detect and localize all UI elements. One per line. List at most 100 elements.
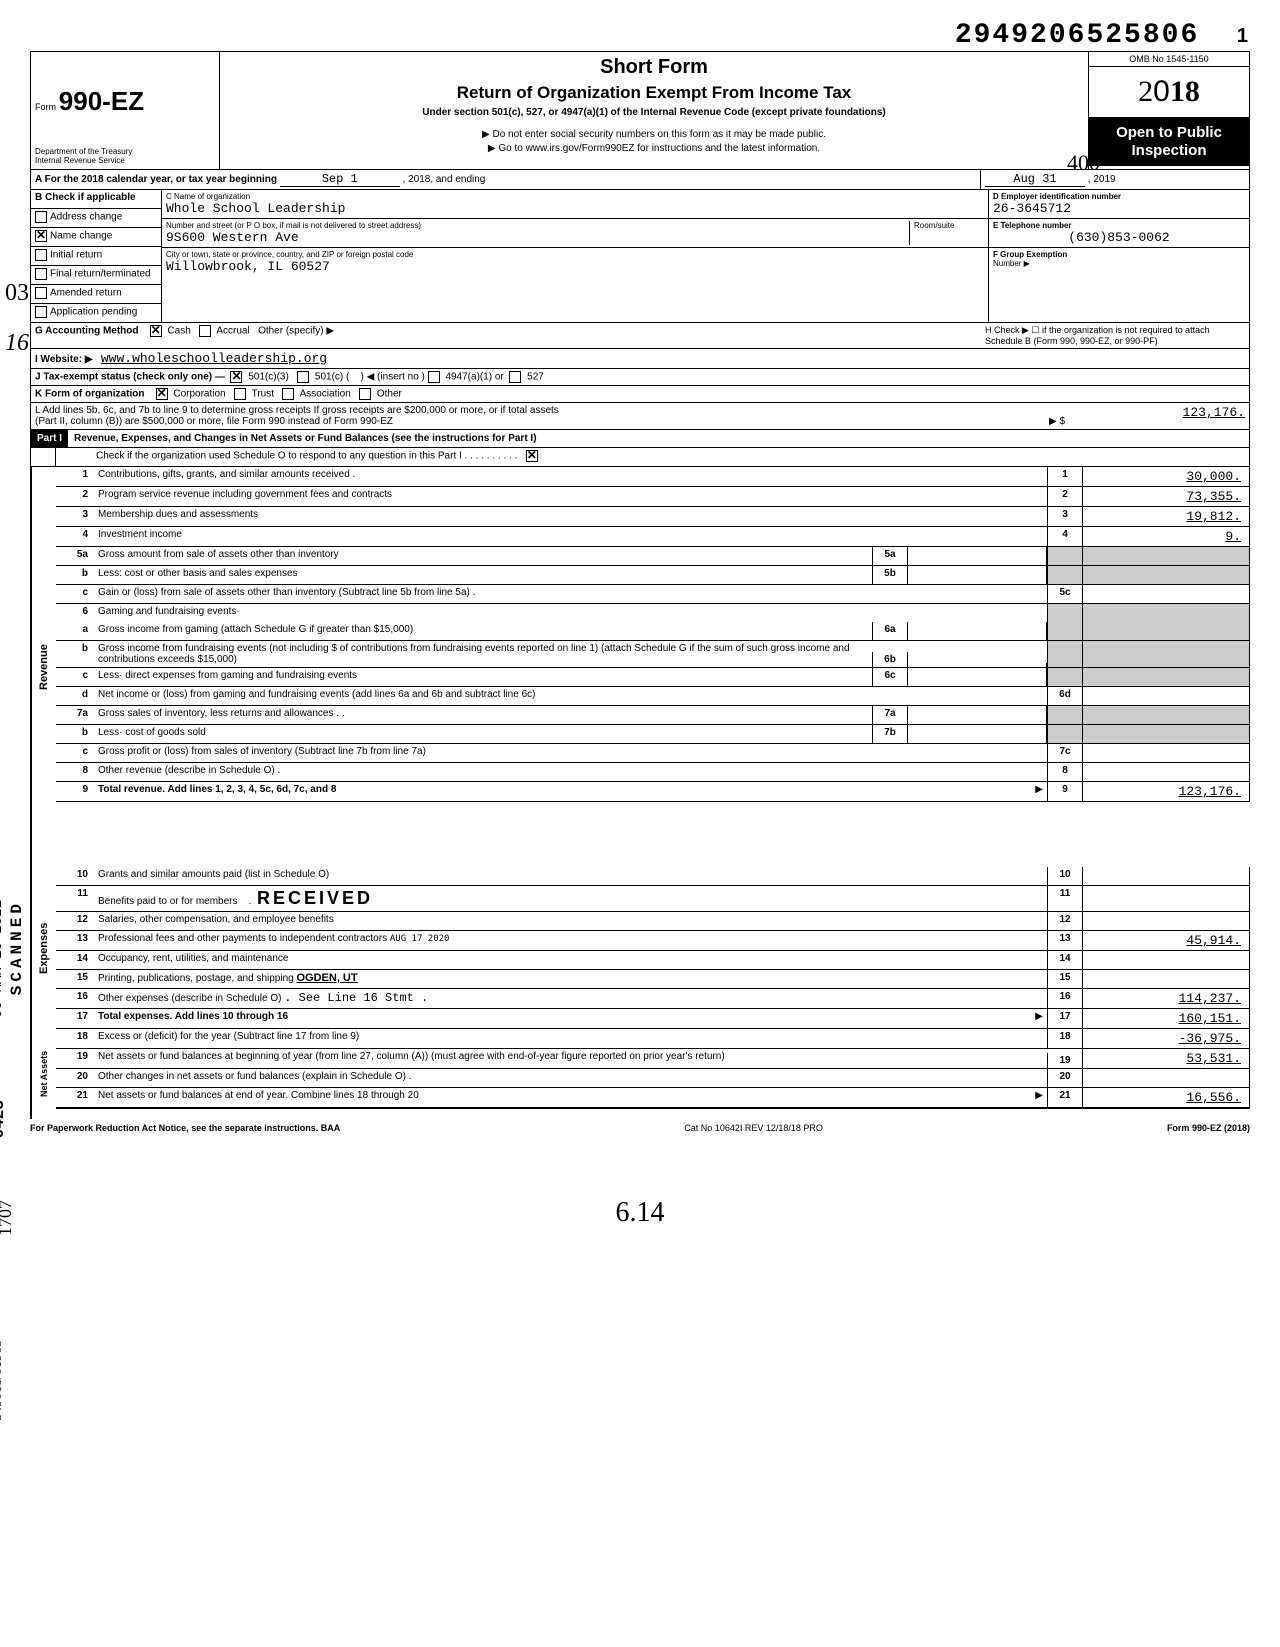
line-7b-desc: Less· cost of goods sold bbox=[94, 725, 872, 743]
row-g: G Accounting Method Cash Accrual Other (… bbox=[30, 323, 1250, 349]
line-3-val: 19,812. bbox=[1082, 507, 1249, 526]
line-8-desc: Other revenue (describe in Schedule O) . bbox=[94, 763, 1047, 781]
margin-03: 03 bbox=[5, 280, 29, 307]
received-stamp: RECEIVED bbox=[257, 888, 373, 908]
line-3-desc: Membership dues and assessments bbox=[98, 509, 258, 520]
line-8: 8Other revenue (describe in Schedule O) … bbox=[56, 763, 1250, 782]
checkbox-corp[interactable] bbox=[156, 388, 168, 400]
website: www.wholeschoolleadership.org bbox=[101, 351, 327, 366]
line-16-desc: Other expenses (describe in Schedule O) bbox=[98, 993, 281, 1004]
org-city: Willowbrook, IL 60527 bbox=[166, 259, 984, 274]
checkbox-cash[interactable] bbox=[150, 325, 162, 337]
line-6: 6Gaming and fundraising events· bbox=[56, 604, 1250, 622]
checkbox-address-change[interactable] bbox=[35, 211, 47, 223]
checkbox-name-change[interactable] bbox=[35, 230, 47, 242]
side-expenses: Expenses bbox=[31, 867, 56, 1029]
line-11-desc: Benefits paid to or for members bbox=[98, 896, 238, 907]
row-j: J Tax-exempt status (check only one) — 5… bbox=[30, 368, 1250, 385]
line-3: 3Membership dues and assessments 319,812… bbox=[56, 507, 1250, 527]
line-9-val: 123,176. bbox=[1082, 782, 1249, 801]
line-18-num: 18 bbox=[1047, 1029, 1082, 1048]
part1-label: Part I bbox=[31, 430, 68, 447]
checkbox-application-pending[interactable] bbox=[35, 306, 47, 318]
side-netassets: Net Assets bbox=[31, 1029, 56, 1119]
subtitle: Under section 501(c), 527, or 4947(a)(1)… bbox=[230, 107, 1078, 118]
line-17-val: 160,151. bbox=[1082, 1009, 1249, 1028]
checkbox-501c[interactable] bbox=[297, 371, 309, 383]
line-5b-desc: Less: cost or other basis and sales expe… bbox=[94, 566, 872, 584]
margin-bottom-code: 549018/01965 bbox=[0, 1340, 6, 1421]
handwritten-400: 400 bbox=[1067, 150, 1100, 176]
line-6b-desc: Gross income from fundraising events (no… bbox=[94, 641, 872, 667]
line-6d: dNet income or (loss) from gaming and fu… bbox=[56, 687, 1250, 706]
line-13-val: 45,914. bbox=[1082, 931, 1249, 950]
line-15-desc: Printing, publications, postage, and shi… bbox=[98, 973, 294, 984]
checkbox-schedule-o[interactable] bbox=[526, 450, 538, 462]
checkbox-501c3[interactable] bbox=[230, 371, 242, 383]
line-14-desc: Occupancy, rent, utilities, and maintena… bbox=[94, 951, 1047, 969]
checkbox-initial-return[interactable] bbox=[35, 249, 47, 261]
g-accrual: Accrual bbox=[216, 326, 249, 337]
line-6c-desc: Less· direct expenses from gaming and fu… bbox=[94, 668, 872, 686]
checkbox-amended-return[interactable] bbox=[35, 287, 47, 299]
line-2-desc: Program service revenue including govern… bbox=[98, 489, 392, 500]
b-amended-return: Amended return bbox=[50, 288, 122, 299]
checkbox-assoc[interactable] bbox=[282, 388, 294, 400]
line-6d-num: 6d bbox=[1047, 687, 1082, 705]
checkbox-527[interactable] bbox=[509, 371, 521, 383]
line-10-desc: Grants and similar amounts paid (list in… bbox=[94, 867, 1047, 885]
checkbox-accrual[interactable] bbox=[199, 325, 211, 337]
line-14: 14Occupancy, rent, utilities, and mainte… bbox=[56, 951, 1250, 970]
b-name-change: Name change bbox=[50, 231, 112, 242]
checkbox-4947[interactable] bbox=[428, 371, 440, 383]
h-label: H Check ▶ ☐ if the organization is not r… bbox=[985, 325, 1245, 346]
c-street-label: Number and street (or P O box, if mail i… bbox=[166, 221, 909, 230]
line-6-desc: Gaming and fundraising events· bbox=[94, 604, 1047, 622]
margin-date: 99 MAR 10 2021 bbox=[0, 900, 6, 1018]
line-5a-box: 5a bbox=[872, 547, 908, 565]
org-street: 9S600 Western Ave bbox=[166, 230, 909, 245]
return-title: Return of Organization Exempt From Incom… bbox=[230, 83, 1078, 103]
line-20-num: 20 bbox=[1047, 1069, 1082, 1087]
line-5a: 5aGross amount from sale of assets other… bbox=[56, 547, 1250, 566]
line-1: 1Contributions, gifts, grants, and simil… bbox=[56, 467, 1250, 487]
row-k: K Form of organization Corporation Trust… bbox=[30, 385, 1250, 403]
line-6c: cLess· direct expenses from gaming and f… bbox=[56, 668, 1250, 687]
line-10-num: 10 bbox=[1047, 867, 1082, 885]
line-19-val: 53,531. bbox=[1082, 1049, 1249, 1068]
line-6c-box: 6c bbox=[872, 668, 908, 686]
line-4: 4Investment income 49. bbox=[56, 527, 1250, 547]
omb-number: OMB No 1545-1150 bbox=[1089, 52, 1249, 67]
g-cash: Cash bbox=[167, 326, 190, 337]
f-label: F Group Exemption bbox=[993, 250, 1067, 259]
c-city-label: City or town, state or province, country… bbox=[166, 250, 984, 259]
line-4-val: 9. bbox=[1082, 527, 1249, 546]
e-label: E Telephone number bbox=[993, 221, 1072, 230]
scanned-stamp: SCANNED bbox=[8, 900, 26, 995]
line-20: 20Other changes in net assets or fund ba… bbox=[56, 1069, 1250, 1088]
g-label: G Accounting Method bbox=[35, 326, 139, 337]
line-5c: cGain or (loss) from sale of assets othe… bbox=[56, 585, 1250, 604]
side-revenue: Revenue bbox=[31, 467, 56, 867]
line-16-val: 114,237. bbox=[1082, 989, 1249, 1008]
line-9: 9Total revenue. Add lines 1, 2, 3, 4, 5c… bbox=[56, 782, 1250, 802]
line-a-label: A For the 2018 calendar year, or tax yea… bbox=[35, 174, 277, 185]
line-7c-desc: Gross profit or (loss) from sales of inv… bbox=[94, 744, 1047, 762]
line-15: 15Printing, publications, postage, and s… bbox=[56, 970, 1250, 989]
j-527: 527 bbox=[527, 372, 544, 383]
checkbox-final-return[interactable] bbox=[35, 268, 47, 280]
footer-left: For Paperwork Reduction Act Notice, see … bbox=[30, 1123, 340, 1133]
line-12-num: 12 bbox=[1047, 912, 1082, 930]
b-initial-return: Initial return bbox=[50, 250, 102, 261]
part1-header-row: Part I Revenue, Expenses, and Changes in… bbox=[30, 430, 1250, 448]
received-loc-stamp: OGDEN, UT bbox=[296, 972, 357, 984]
received-date-stamp: AUG 17 2020 bbox=[390, 934, 450, 944]
line-a-mid: , 2018, and ending bbox=[403, 174, 486, 185]
k-other: Other bbox=[377, 389, 402, 400]
line-9-desc: Total revenue. Add lines 1, 2, 3, 4, 5c,… bbox=[98, 784, 336, 795]
checkbox-trust[interactable] bbox=[234, 388, 246, 400]
line-19-num: 19 bbox=[1047, 1053, 1082, 1068]
line-2-val: 73,355. bbox=[1082, 487, 1249, 506]
checkbox-other[interactable] bbox=[359, 388, 371, 400]
line-13-num: 13 bbox=[1047, 931, 1082, 950]
